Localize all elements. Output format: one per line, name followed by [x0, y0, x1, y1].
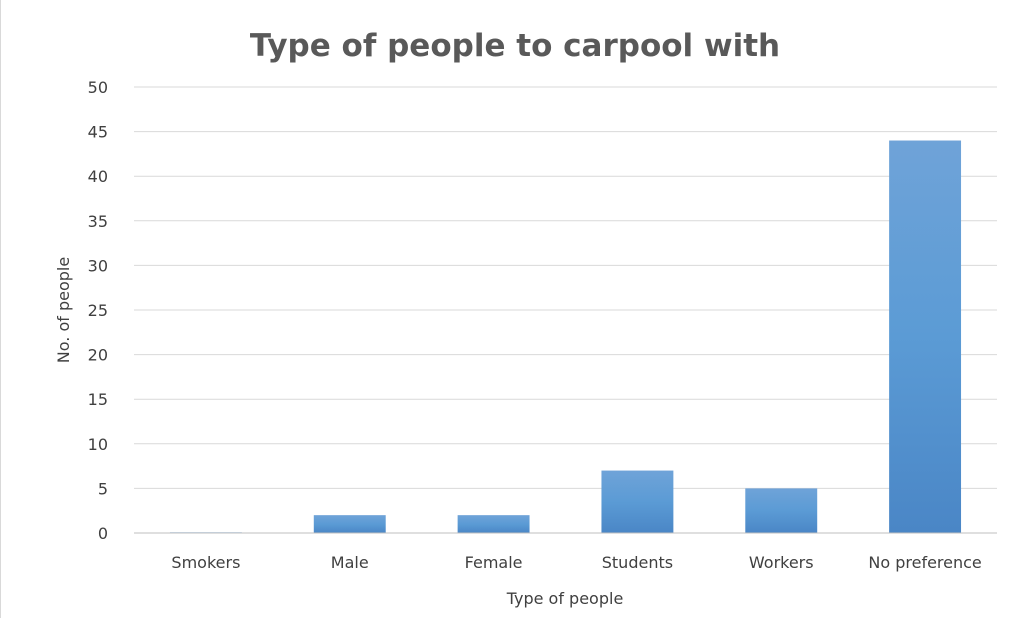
y-tick-label: 25: [88, 301, 108, 320]
y-tick-label: 10: [88, 435, 108, 454]
y-tick-label: 40: [88, 167, 108, 186]
x-tick-label: Workers: [749, 553, 814, 572]
y-axis-ticks: 0 5 10 15 20 25 30 35 40 45 50: [88, 78, 108, 543]
x-axis-ticks: Smokers Male Female Students Workers No prefe…: [171, 553, 981, 572]
x-tick-label: Female: [465, 553, 523, 572]
chart-title: Type of people to carpool with: [250, 28, 780, 64]
y-axis-title: No. of people: [54, 257, 73, 363]
bar-male: [313, 515, 386, 533]
x-tick-label: No preference: [868, 553, 981, 572]
x-tick-label: Smokers: [171, 553, 240, 572]
y-tick-label: 5: [98, 479, 108, 498]
x-axis-title: Type of people: [506, 589, 624, 608]
bar-female: [457, 515, 530, 533]
y-tick-label: 35: [88, 212, 108, 231]
y-tick-label: 50: [88, 78, 108, 97]
bar-students: [601, 470, 674, 533]
bars: [169, 140, 962, 533]
gridlines: [134, 86, 997, 489]
y-tick-label: 15: [88, 390, 108, 409]
y-tick-label: 20: [88, 346, 108, 365]
y-tick-label: 30: [88, 256, 108, 275]
bar-no-preference: [889, 140, 962, 533]
bar-workers: [745, 488, 818, 533]
x-tick-label: Male: [331, 553, 369, 572]
y-tick-label: 45: [88, 123, 108, 142]
x-tick-label: Students: [602, 553, 673, 572]
y-tick-label: 0: [98, 524, 108, 543]
